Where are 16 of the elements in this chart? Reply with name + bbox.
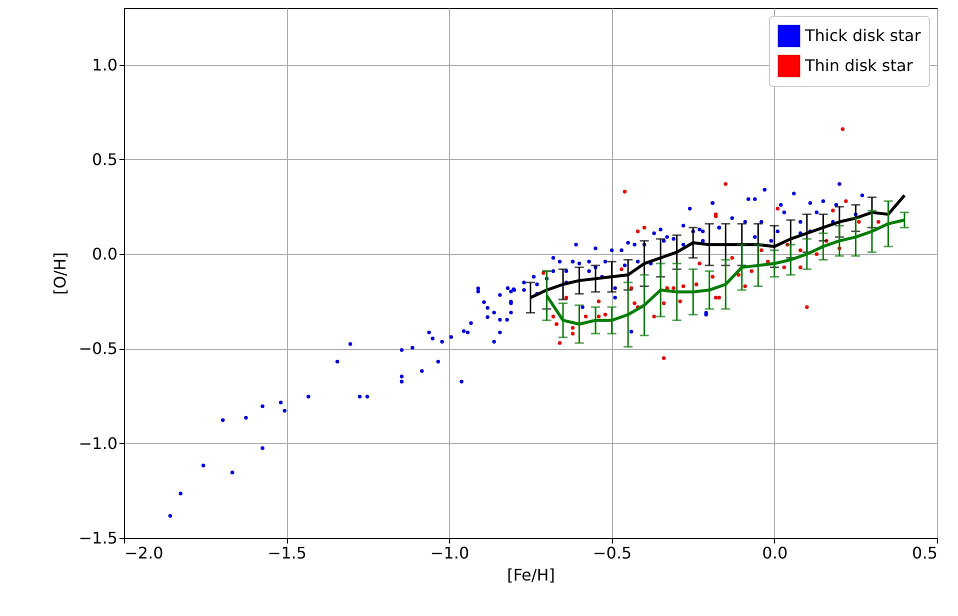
x-tick-label: −1.0 bbox=[430, 544, 470, 562]
x-axis-title: [Fe/H] bbox=[506, 566, 556, 584]
legend-label: Thin disk star bbox=[804, 56, 914, 75]
x-tick-label: 0.5 bbox=[912, 544, 938, 562]
y-tick-label: 1.0 bbox=[92, 55, 118, 74]
y-axis-title: [O/H] bbox=[50, 252, 70, 295]
x-tick-label: −2.0 bbox=[124, 544, 164, 562]
y-tick-label: −1.5 bbox=[78, 528, 118, 548]
x-tick-label: −1.5 bbox=[268, 544, 307, 562]
y-tick-label: −1.0 bbox=[78, 434, 118, 453]
y-tick-label: 0.0 bbox=[92, 244, 118, 264]
x-tick-label: 0.0 bbox=[762, 544, 788, 562]
y-tick-label: −0.5 bbox=[78, 339, 118, 358]
x-tick-label: −0.5 bbox=[592, 544, 632, 562]
legend-label: Thick disk star bbox=[804, 26, 922, 45]
y-tick-label: 0.5 bbox=[92, 150, 118, 169]
